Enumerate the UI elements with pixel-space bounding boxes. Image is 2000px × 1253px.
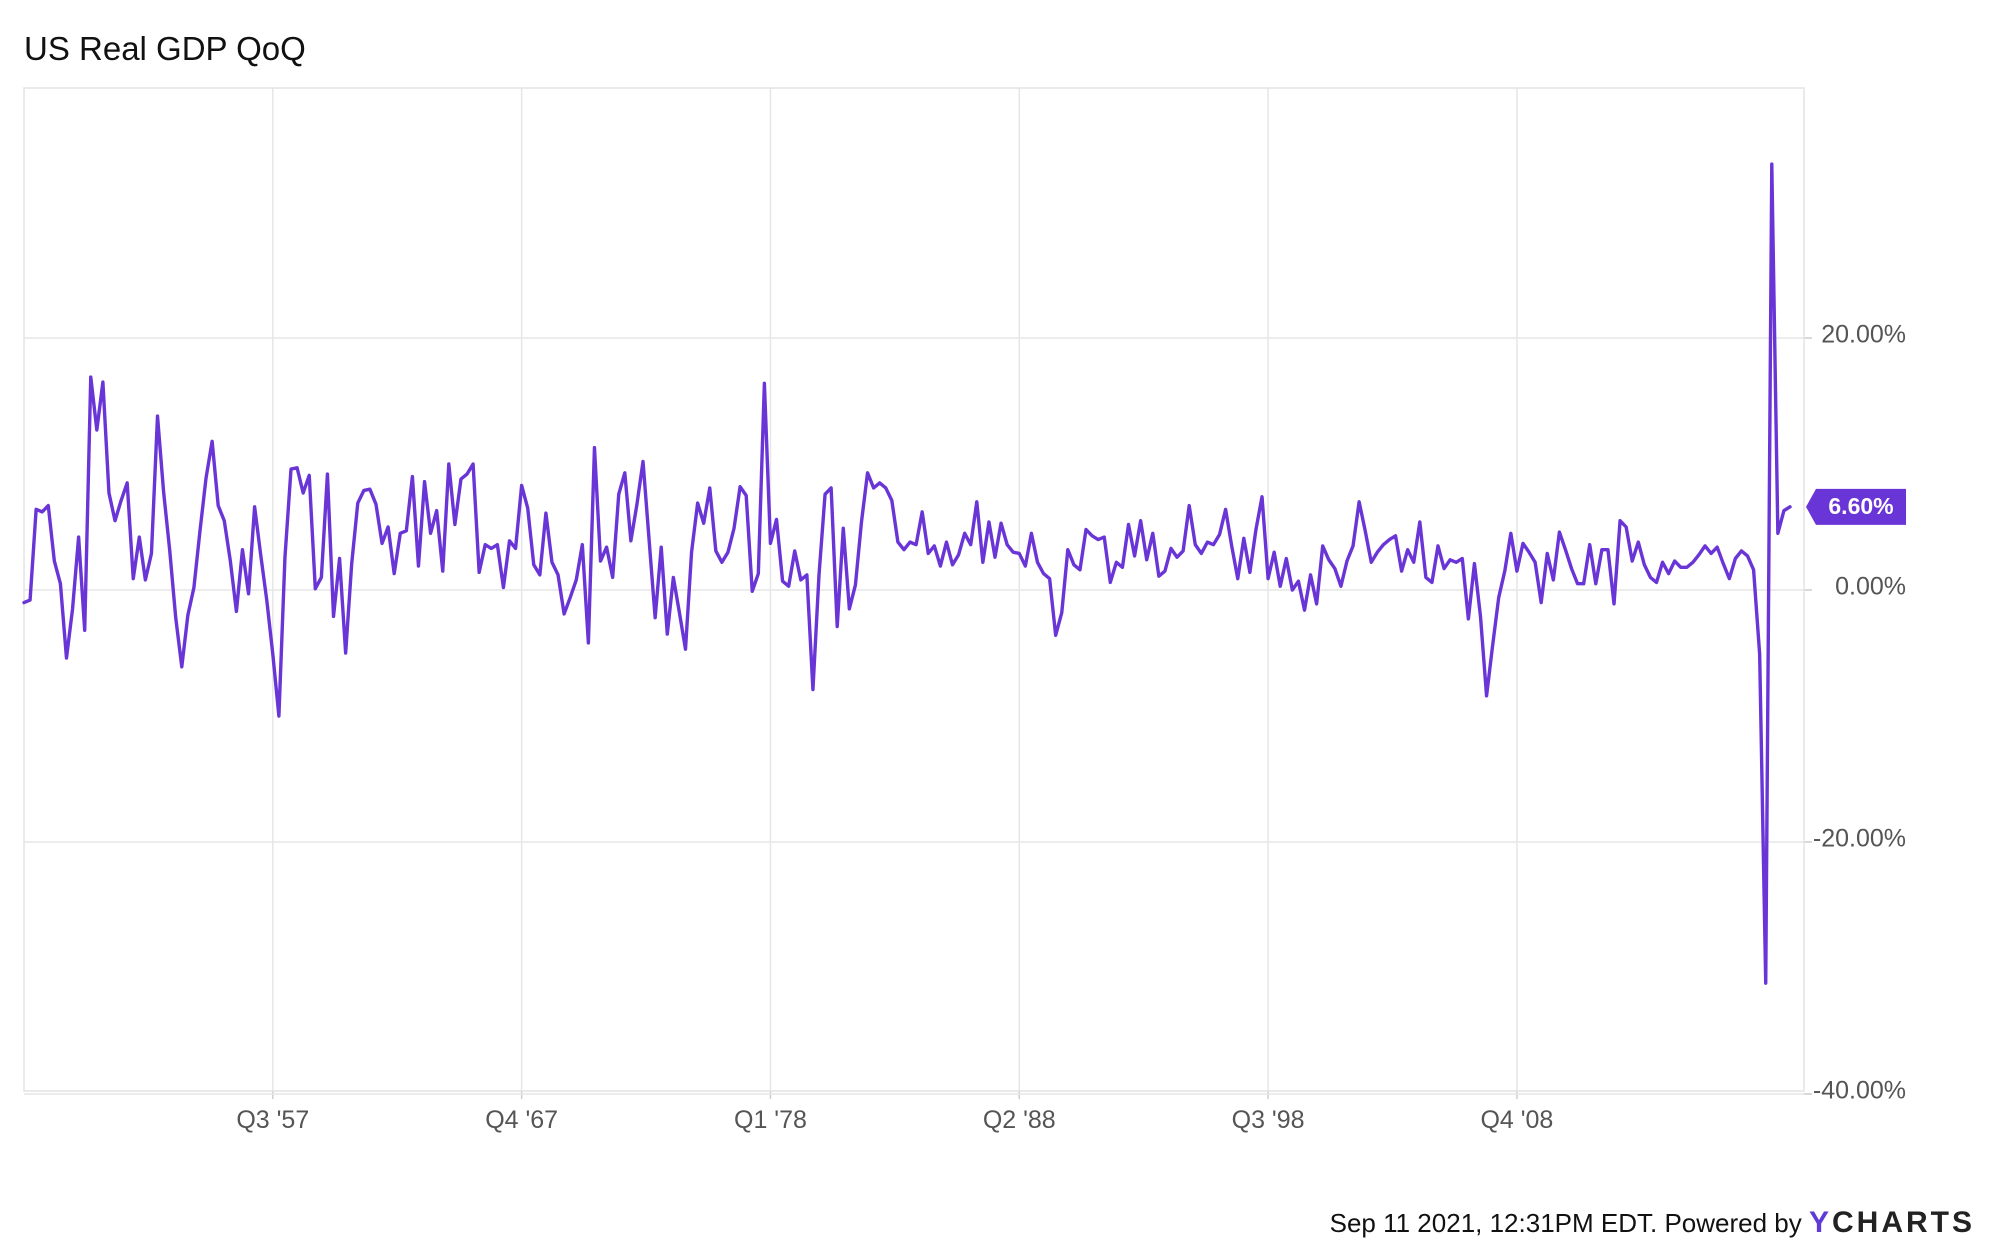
x-tick-label: Q1 '78 [734, 1106, 807, 1134]
gdp-qoq-line [22, 162, 1792, 985]
x-tick-label: Q3 '57 [236, 1106, 309, 1134]
x-tick-label: Q3 '98 [1232, 1106, 1305, 1134]
logo-rest: CHARTS [1832, 1206, 1975, 1239]
vertical-gridlines [272, 88, 1518, 1099]
last-value-badge [1806, 488, 1906, 525]
x-tick-label: Q4 '08 [1480, 1106, 1553, 1134]
y-tick-label: -20.00% [1813, 825, 1906, 853]
y-tick-label: 0.00% [1835, 573, 1906, 601]
horizontal-gridlines [24, 337, 1812, 1095]
plot-frame [23, 87, 1805, 1092]
y-tick-label: -40.00% [1813, 1077, 1906, 1105]
x-tick-labels: Q3 '57 Q4 '67 Q1 '78 Q2 '88 Q3 '98 Q4 '08 [236, 1106, 1553, 1134]
x-tick-label: Q4 '67 [485, 1106, 558, 1134]
footer: Sep 11 2021, 12:31PM EDT. Powered by YCH… [1330, 1206, 1975, 1240]
chart-title: US Real GDP QoQ [24, 30, 306, 67]
footer-text: Sep 11 2021, 12:31PM EDT. Powered by [1329, 1208, 1809, 1238]
y-tick-label: 20.00% [1821, 321, 1906, 349]
logo-y: Y [1808, 1206, 1832, 1239]
x-tick-label: Q2 '88 [983, 1106, 1056, 1134]
last-value-label: 6.60% [1828, 493, 1893, 519]
ycharts-logo: YCHARTS [1809, 1206, 1975, 1239]
last-value-marker: 6.60% [1806, 488, 1906, 525]
y-tick-labels: 20.00% 0.00% -20.00% -40.00% [1813, 321, 1906, 1105]
